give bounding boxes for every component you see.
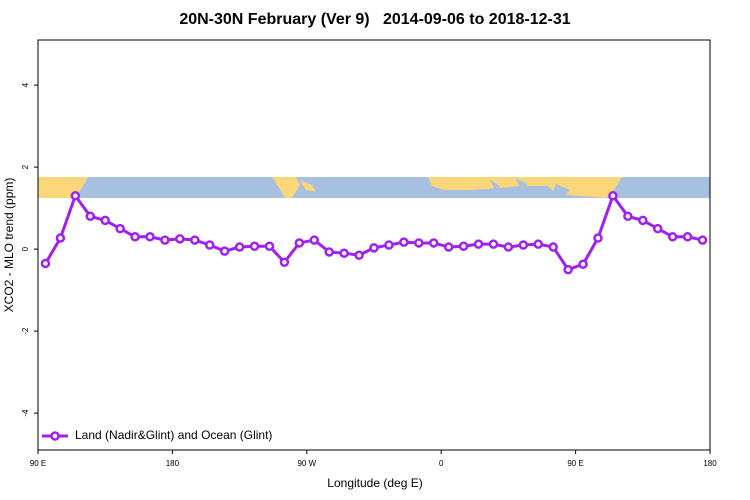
- data-point: [563, 264, 573, 275]
- data-point: [638, 215, 648, 226]
- data-point: [40, 258, 51, 269]
- data-point: [384, 240, 394, 250]
- x-tick-label: 90 W: [297, 459, 316, 468]
- y-tick-label: -2: [21, 327, 30, 335]
- y-tick-label: 4: [21, 82, 30, 87]
- legend-label: Land (Nadir&Glint) and Ocean (Glint): [75, 428, 272, 442]
- data-point: [279, 257, 290, 267]
- x-tick-label: 180: [166, 459, 180, 468]
- data-point: [190, 235, 200, 245]
- data-point: [652, 223, 663, 234]
- x-tick-label: 0: [439, 459, 444, 468]
- data-point: [428, 238, 439, 248]
- data-point: [55, 233, 66, 243]
- data-point: [175, 234, 185, 244]
- data-point: [70, 191, 81, 201]
- data-point: [294, 238, 305, 248]
- data-point: [115, 223, 125, 234]
- data-point: [339, 248, 349, 258]
- data-point: [85, 211, 96, 222]
- data-point: [309, 235, 320, 245]
- data-point: [533, 239, 544, 249]
- data-point: [204, 240, 215, 250]
- series-line: [44, 192, 703, 272]
- data-point: [369, 243, 379, 253]
- data-point: [578, 259, 588, 270]
- data-point: [682, 232, 693, 242]
- data-point: [324, 247, 334, 257]
- data-point: [234, 242, 245, 252]
- data-point: [623, 211, 633, 222]
- y-tick-label: 0: [21, 246, 30, 251]
- data-point: [145, 232, 155, 242]
- data-point: [414, 238, 424, 248]
- data-point: [473, 239, 484, 249]
- data-point: [697, 235, 708, 245]
- y-tick-label: -4: [21, 409, 30, 417]
- x-tick-label: 180: [703, 459, 717, 468]
- data-point: [667, 232, 678, 242]
- legend-marker: [50, 431, 60, 441]
- y-tick-label: 2: [21, 164, 30, 169]
- data-point: [219, 246, 230, 256]
- data-point: [458, 241, 469, 251]
- legend: Land (Nadir&Glint) and Ocean (Glint): [42, 428, 272, 442]
- data-point: [130, 232, 140, 242]
- data-point: [593, 233, 603, 243]
- data-point: [443, 242, 454, 252]
- data-point: [399, 237, 409, 247]
- data-point: [100, 215, 110, 226]
- x-tick-label: 90 E: [30, 459, 46, 468]
- data-point: [354, 250, 364, 260]
- data-point: [264, 241, 275, 251]
- data-point: [503, 242, 514, 252]
- data-point: [518, 240, 529, 250]
- data-point: [608, 191, 618, 201]
- x-tick-label: 90 E: [567, 459, 583, 468]
- data-point: [249, 241, 260, 251]
- map-strip: [38, 177, 710, 198]
- x-axis-label: Longitude (deg E): [327, 476, 422, 490]
- plot-frame: [37, 39, 711, 451]
- data-point: [160, 235, 170, 245]
- data-point: [488, 239, 499, 249]
- y-axis-label: XCO2 - MLO trend (ppm): [2, 178, 16, 313]
- data-point: [548, 242, 558, 252]
- chart-title: 20N-30N February (Ver 9) 2014-09-06 to 2…: [179, 11, 570, 28]
